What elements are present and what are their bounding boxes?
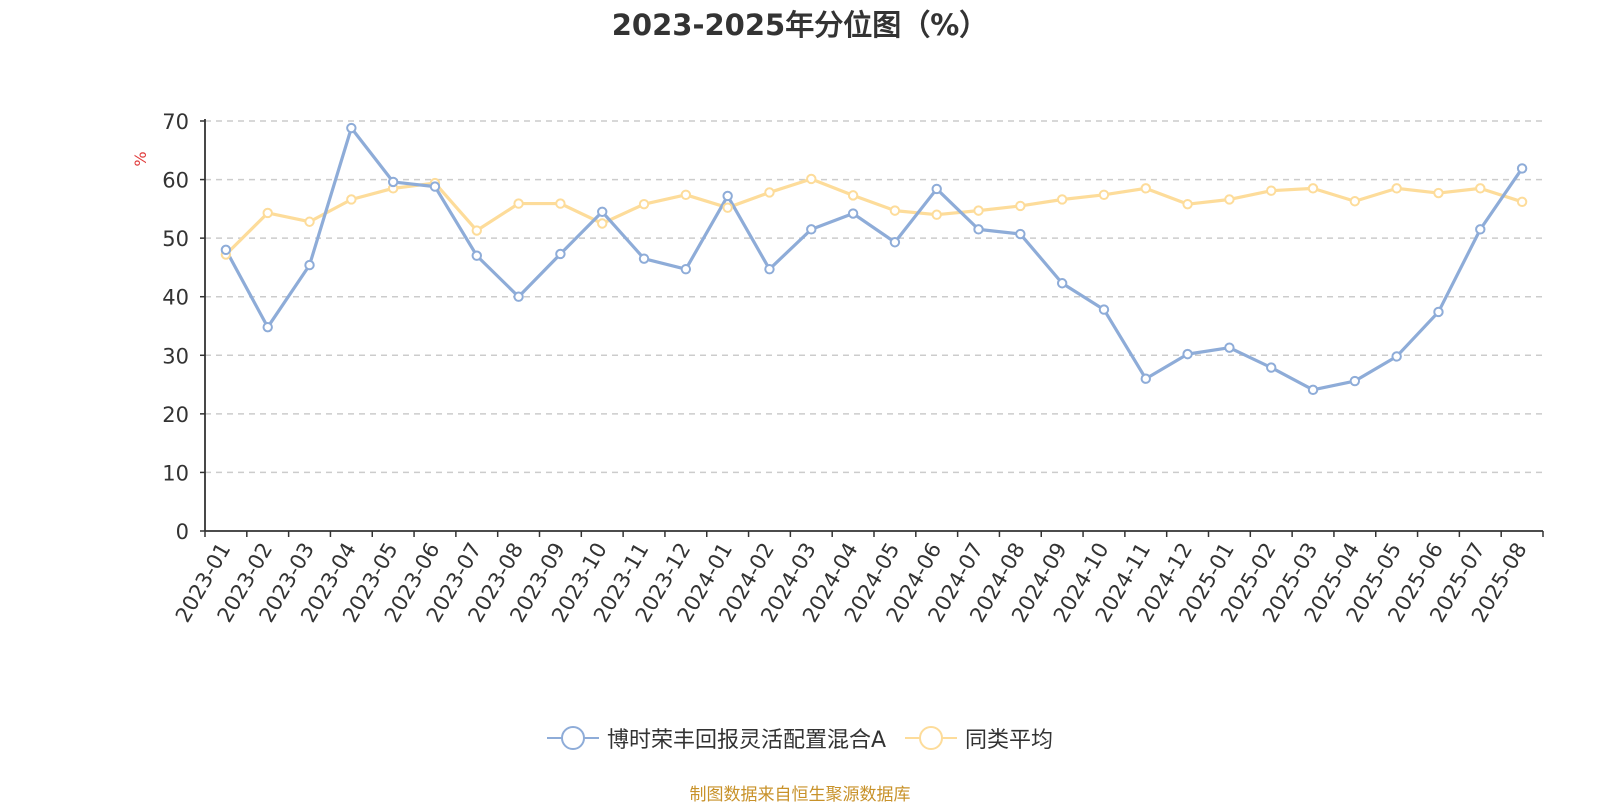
y-tick-label-30: 30 xyxy=(162,344,189,368)
series-lines xyxy=(224,126,1524,392)
data-point-s0-2023-06[interactable] xyxy=(429,181,441,192)
legend-item-fund[interactable]: 博时荣丰回报灵活配置混合A xyxy=(546,722,887,754)
data-point-s0-2023-03[interactable] xyxy=(304,259,315,271)
grid-lines xyxy=(205,120,1543,474)
data-point-s0-2023-04[interactable] xyxy=(346,122,357,134)
data-point-s1-2024-12[interactable] xyxy=(1182,198,1193,210)
data-point-s0-2025-05[interactable] xyxy=(1391,351,1402,362)
data-point-s0-2023-08[interactable] xyxy=(513,291,524,302)
data-point-s0-2024-06[interactable] xyxy=(931,183,942,195)
data-point-s0-2023-11[interactable] xyxy=(638,253,650,264)
data-point-s0-2023-01[interactable] xyxy=(220,244,232,256)
legend-label-fund: 博时荣丰回报灵活配置混合A xyxy=(606,728,887,753)
data-point-s1-2025-08[interactable] xyxy=(1516,196,1528,208)
tick-labels: 0102030405060702023-012023-022023-032023… xyxy=(162,110,1531,626)
chart-title: 2023-2025年分位图（%） xyxy=(611,8,989,42)
legend-marker-fund xyxy=(546,726,599,750)
data-point-s0-2023-10[interactable] xyxy=(597,206,608,217)
legend-label-average: 同类平均 xyxy=(965,728,1054,753)
y-tick-label-50: 50 xyxy=(162,227,189,251)
data-point-s1-2023-12[interactable] xyxy=(680,189,692,201)
data-point-s1-2024-05[interactable] xyxy=(889,205,901,216)
data-point-s1-2023-07[interactable] xyxy=(471,225,482,236)
data-point-s0-2025-06[interactable] xyxy=(1433,306,1444,318)
data-point-s0-2024-08[interactable] xyxy=(1015,228,1026,240)
y-tick-label-60: 60 xyxy=(162,169,189,193)
source-note: 制图数据来自恒生聚源数据库 xyxy=(689,785,911,805)
data-point-s0-2024-04[interactable] xyxy=(847,208,859,219)
data-point-s1-2025-06[interactable] xyxy=(1433,187,1444,199)
data-point-s1-2023-08[interactable] xyxy=(513,198,524,209)
data-point-s1-2025-02[interactable] xyxy=(1266,185,1277,196)
data-point-s1-2023-03[interactable] xyxy=(304,216,315,227)
data-point-s0-2023-07[interactable] xyxy=(471,250,482,261)
legend-marker-average xyxy=(905,726,958,750)
data-point-s0-2024-10[interactable] xyxy=(1098,304,1110,315)
data-point-s1-2024-03[interactable] xyxy=(806,173,817,185)
data-point-s0-2023-12[interactable] xyxy=(680,263,692,275)
data-point-s0-2023-09[interactable] xyxy=(555,248,566,260)
series-line-1 xyxy=(224,177,1524,257)
data-point-s0-2023-05[interactable] xyxy=(387,176,399,188)
data-point-s0-2025-02[interactable] xyxy=(1266,362,1277,373)
data-point-s1-2023-04[interactable] xyxy=(346,194,357,205)
data-point-s1-2024-08[interactable] xyxy=(1015,200,1026,212)
data-point-s1-2024-11[interactable] xyxy=(1140,183,1151,194)
y-axis-label: % xyxy=(131,151,150,166)
legend: 博时荣丰回报灵活配置混合A 同类平均 xyxy=(0,722,1600,756)
data-point-s0-2025-03[interactable] xyxy=(1307,384,1319,396)
data-point-s1-2025-03[interactable] xyxy=(1307,183,1319,194)
data-point-s1-2024-02[interactable] xyxy=(764,187,775,198)
data-point-s0-2024-09[interactable] xyxy=(1056,278,1068,289)
data-point-s0-2025-08[interactable] xyxy=(1516,163,1528,174)
data-point-s0-2024-02[interactable] xyxy=(764,263,775,275)
y-tick-label-10: 10 xyxy=(162,461,189,485)
data-point-s1-2024-07[interactable] xyxy=(973,205,984,216)
legend-item-average[interactable]: 同类平均 xyxy=(905,722,1053,754)
data-point-s0-2024-12[interactable] xyxy=(1182,348,1193,360)
data-point-s1-2023-11[interactable] xyxy=(638,198,650,210)
data-point-s1-2024-10[interactable] xyxy=(1098,189,1110,201)
data-point-s0-2024-11[interactable] xyxy=(1140,373,1151,384)
data-point-s1-2025-07[interactable] xyxy=(1475,183,1486,194)
data-point-s1-2025-01[interactable] xyxy=(1224,194,1235,205)
data-point-s1-2025-04[interactable] xyxy=(1349,196,1361,207)
data-point-s1-2024-06[interactable] xyxy=(931,209,942,220)
data-point-s1-2025-05[interactable] xyxy=(1391,183,1402,194)
series-line-0 xyxy=(224,126,1524,392)
data-point-s0-2024-01[interactable] xyxy=(722,190,733,202)
data-point-s1-2023-02[interactable] xyxy=(262,207,273,219)
y-tick-label-70: 70 xyxy=(162,110,189,134)
data-point-s0-2024-05[interactable] xyxy=(889,237,901,248)
data-point-s0-2025-01[interactable] xyxy=(1224,342,1235,353)
data-point-s0-2024-07[interactable] xyxy=(973,224,984,235)
data-point-s1-2023-10[interactable] xyxy=(597,218,608,229)
y-tick-label-0: 0 xyxy=(176,520,189,544)
axes xyxy=(200,119,1544,537)
data-point-s0-2025-07[interactable] xyxy=(1475,224,1486,235)
data-point-s1-2024-01[interactable] xyxy=(722,202,733,213)
series-points xyxy=(220,122,1528,396)
y-tick-label-20: 20 xyxy=(162,403,189,427)
data-point-s1-2023-09[interactable] xyxy=(555,198,566,209)
data-point-s0-2025-04[interactable] xyxy=(1349,375,1361,387)
data-point-s0-2023-02[interactable] xyxy=(262,321,273,333)
y-tick-label-40: 40 xyxy=(162,286,189,310)
data-point-s1-2024-04[interactable] xyxy=(847,190,859,201)
data-point-s0-2024-03[interactable] xyxy=(806,224,817,235)
data-point-s1-2024-09[interactable] xyxy=(1056,194,1068,205)
